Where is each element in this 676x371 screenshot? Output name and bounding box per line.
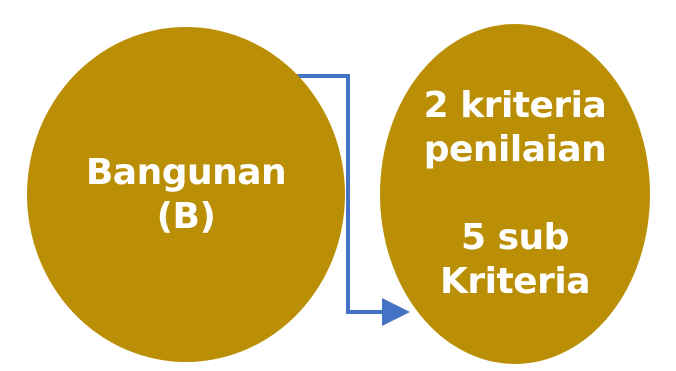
arrowhead-icon	[382, 298, 410, 326]
node-kriteria: 2 kriteria penilaian 5 sub Kriteria	[380, 24, 650, 364]
node-kriteria-line-4: Kriteria	[439, 260, 591, 302]
node-bangunan: Bangunan (B)	[27, 27, 345, 362]
node-kriteria-line-3: 5 sub	[461, 217, 569, 258]
node-bangunan-line-2: (B)	[156, 195, 216, 237]
node-kriteria-line-2: penilaian	[423, 129, 607, 171]
node-bangunan-line-1: Bangunan	[85, 151, 287, 193]
node-kriteria-line-1: 2 kriteria	[423, 85, 607, 127]
